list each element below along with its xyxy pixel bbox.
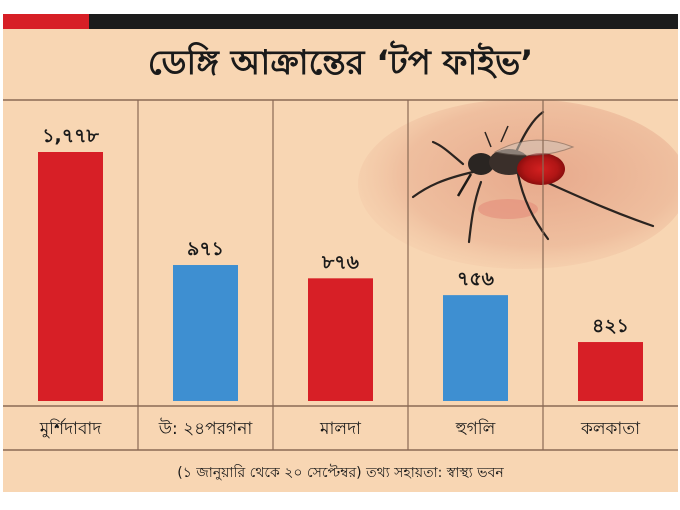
mosquito-photo <box>358 99 678 269</box>
bar <box>38 152 103 401</box>
value-label: ১,৭৭৮ <box>42 125 99 147</box>
value-label: ৮৭৬ <box>321 251 360 273</box>
chart-title: ডেঙ্গি আক্রান্তের ‘টপ ফাইভ’ <box>147 43 534 83</box>
chart-rules <box>3 99 678 451</box>
category-label: মুর্শিদাবাদ <box>39 418 103 439</box>
category-label: মালদা <box>319 419 362 439</box>
top-bar-accent <box>3 14 89 29</box>
value-label: ৯৭১ <box>187 238 224 260</box>
bar <box>308 278 373 401</box>
chart-footnote: (১ জানুয়ারি থেকে ২০ সেপ্টেম্বর) তথ্য সহ… <box>177 465 504 481</box>
bar <box>443 295 508 401</box>
category-label: হুগলি <box>455 418 496 439</box>
category-label: কলকাতা <box>580 419 641 439</box>
bar <box>173 265 238 401</box>
top-bar <box>3 14 678 29</box>
value-label: ৪২১ <box>592 315 629 337</box>
category-label: উ: ২৪পরগনা <box>158 418 254 439</box>
bar-chart: ১,৭৭৮ ৯৭১ ৮৭৬ ৭৫৬ ৪২১ মুর্শিদাবাদ উ: ২৪পরগনা ম… <box>3 99 678 451</box>
bar <box>578 342 643 401</box>
infographic-card: ডেঙ্গি আক্রান্তের ‘টপ ফাইভ’ <box>3 14 678 492</box>
value-label: ৭৫৬ <box>457 268 495 290</box>
